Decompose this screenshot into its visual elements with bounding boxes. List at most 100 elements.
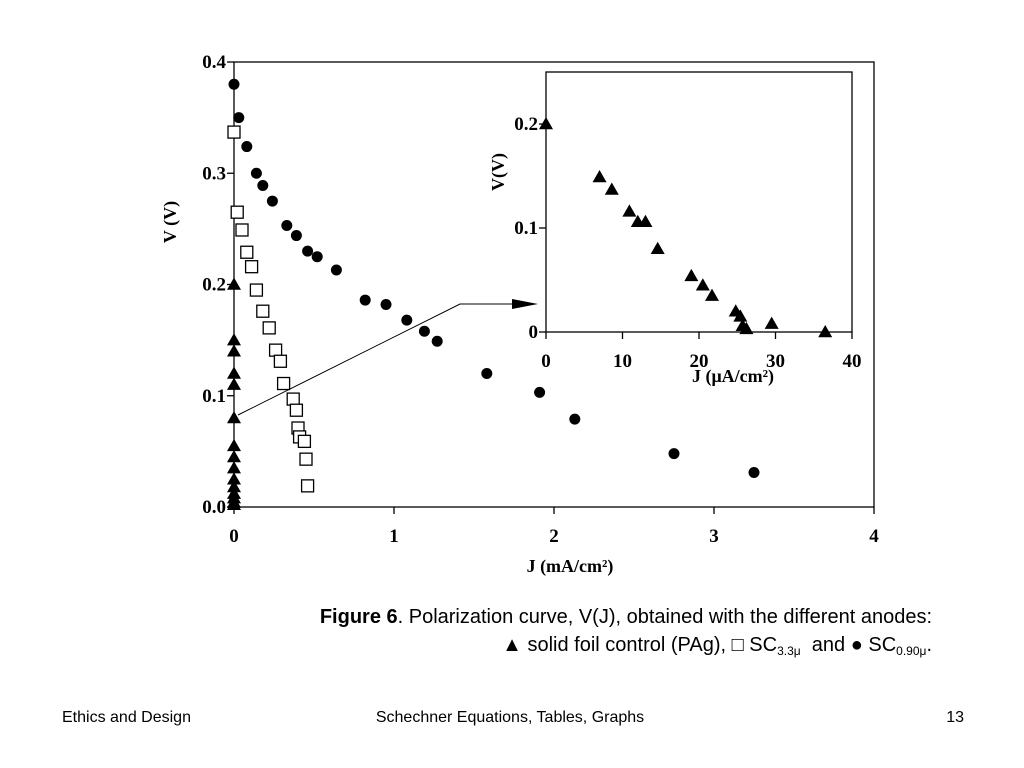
inset-point-triangle [604,182,619,195]
main-point-square [249,283,264,297]
main-point-square [262,321,276,335]
main-plot: 0 1 2 3 4 0.0 0.1 0.2 0.3 0.4 J (mA/cm²) V (V) [160,52,879,577]
main-point-triangle [227,449,241,463]
main-point-triangle [227,472,241,485]
main-point-triangle [227,377,241,390]
main-point-square [299,452,313,466]
main-point-square [227,125,241,139]
main-point-circle [250,167,262,179]
caption-legend-square: □ SC [731,634,778,656]
main-data-points [227,78,760,511]
main-point-circle [257,179,269,191]
caption-end: . [926,634,932,656]
main-y-tick-label: 0.3 [202,163,226,184]
inset-x-tick-label: 10 [613,351,632,372]
main-point-circle [302,245,314,257]
inset-data-points [539,117,833,338]
inset-point-triangle [733,309,748,322]
main-point-square [235,223,249,237]
main-point-square [286,392,300,406]
inset-pointer-arrowhead [512,299,538,309]
main-point-triangle [227,479,241,493]
inset-point-triangle [739,321,754,335]
caption-line-2: ▲ solid foil control (PAg), □ SC3.3μ and… [100,631,932,659]
main-point-square [244,260,259,274]
main-point-circle [359,294,371,306]
inset-x-axis-title: J (μA/cm²) [692,366,774,387]
inset-tick-labels: 0 10 20 30 40 0 0.1 0.2 [514,114,861,372]
main-point-triangle [227,438,241,452]
main-y-tick-label: 0.1 [202,386,226,407]
main-point-square [300,479,315,493]
main-point-triangle [227,333,241,346]
caption-legend-and: and ● SC [800,634,897,656]
main-point-circle [330,264,342,276]
main-point-triangle [227,497,241,511]
main-point-square [256,304,270,318]
caption-legend-circle-subscript: 0.90μ [896,644,927,658]
main-point-circle [380,299,392,311]
inset-point-triangle [592,170,607,183]
main-y-tick-label: 0.4 [202,52,226,73]
main-point-square [289,403,304,417]
main-point-triangle [227,344,241,357]
main-x-tick-label: 0 [229,526,239,547]
main-point-triangle [227,411,241,424]
main-point-circle [418,325,430,337]
main-point-circle [481,368,493,379]
main-x-tick-label: 3 [709,526,719,547]
caption-figure-label: Figure 6 [319,606,398,628]
inset-point-triangle [684,268,699,282]
main-point-square [297,434,312,449]
inset-plot: 0 10 20 30 40 0 0.1 0.2 J (μA/cm²) V(V) [488,71,862,387]
inset-x-tick-label: 40 [843,351,862,372]
inset-y-axis-title: V(V) [488,153,509,191]
main-point-circle [668,448,680,460]
main-point-circle [290,230,302,242]
inset-y-tick-label: 0 [529,322,539,343]
main-axis-ticks [227,61,875,514]
main-y-tick-label: 0.0 [202,497,226,518]
main-tick-labels: 0 1 2 3 4 0.0 0.1 0.2 0.3 0.4 [202,52,879,547]
inset-x-tick-label: 0 [541,351,551,372]
inset-x-tick-label: 20 [690,351,709,372]
footer-center-text: Schechner Equations, Tables, Graphs [375,709,645,726]
main-point-circle [748,467,760,479]
main-point-circle [401,314,413,326]
main-y-tick-label: 0.2 [202,275,226,296]
inset-point-triangle [818,325,833,338]
caption-legend-square-subscript: 3.3μ [777,644,801,658]
main-point-square [268,343,283,357]
main-point-circle [241,141,253,153]
main-x-tick-label: 4 [869,526,879,547]
inset-point-triangle [695,278,710,291]
main-point-triangle [227,277,241,290]
inset-point-triangle [764,316,779,329]
slide-number: 13 [946,709,964,726]
main-point-triangle [227,366,241,379]
main-point-circle [534,386,546,398]
caption-line-1: Figure 6. Polarization curve, V(J), obta… [100,603,932,631]
main-point-triangle [227,461,241,474]
inset-plot-background [546,72,852,332]
inset-point-triangle [539,117,553,130]
main-point-square [273,354,288,368]
main-point-circle [431,335,443,347]
main-y-axis-title: V (V) [160,201,181,243]
caption-legend-triangle: ▲ solid foil control (PAg), [502,634,732,656]
main-x-tick-label: 2 [549,526,559,547]
main-point-circle [569,413,581,425]
inset-axis-ticks [539,123,853,339]
caption-line-1-text: . Polarization curve, V(J), obtained wit… [397,606,932,628]
inset-point-triangle [705,288,720,301]
main-point-square [230,205,244,219]
inset-y-tick-label: 0.1 [514,218,538,239]
polarization-chart: 0 1 2 3 4 0.0 0.1 0.2 0.3 0.4 J (mA/cm²) V (V) 0 1… [160,52,879,577]
main-point-circle [233,112,245,124]
inset-point-triangle [638,214,653,228]
main-x-axis-title: J (mA/cm²) [527,556,614,577]
main-point-circle [281,220,293,232]
footer-left-text: Ethics and Design [62,709,191,726]
inset-point-triangle [622,204,637,217]
inset-pointer-line [237,303,530,416]
